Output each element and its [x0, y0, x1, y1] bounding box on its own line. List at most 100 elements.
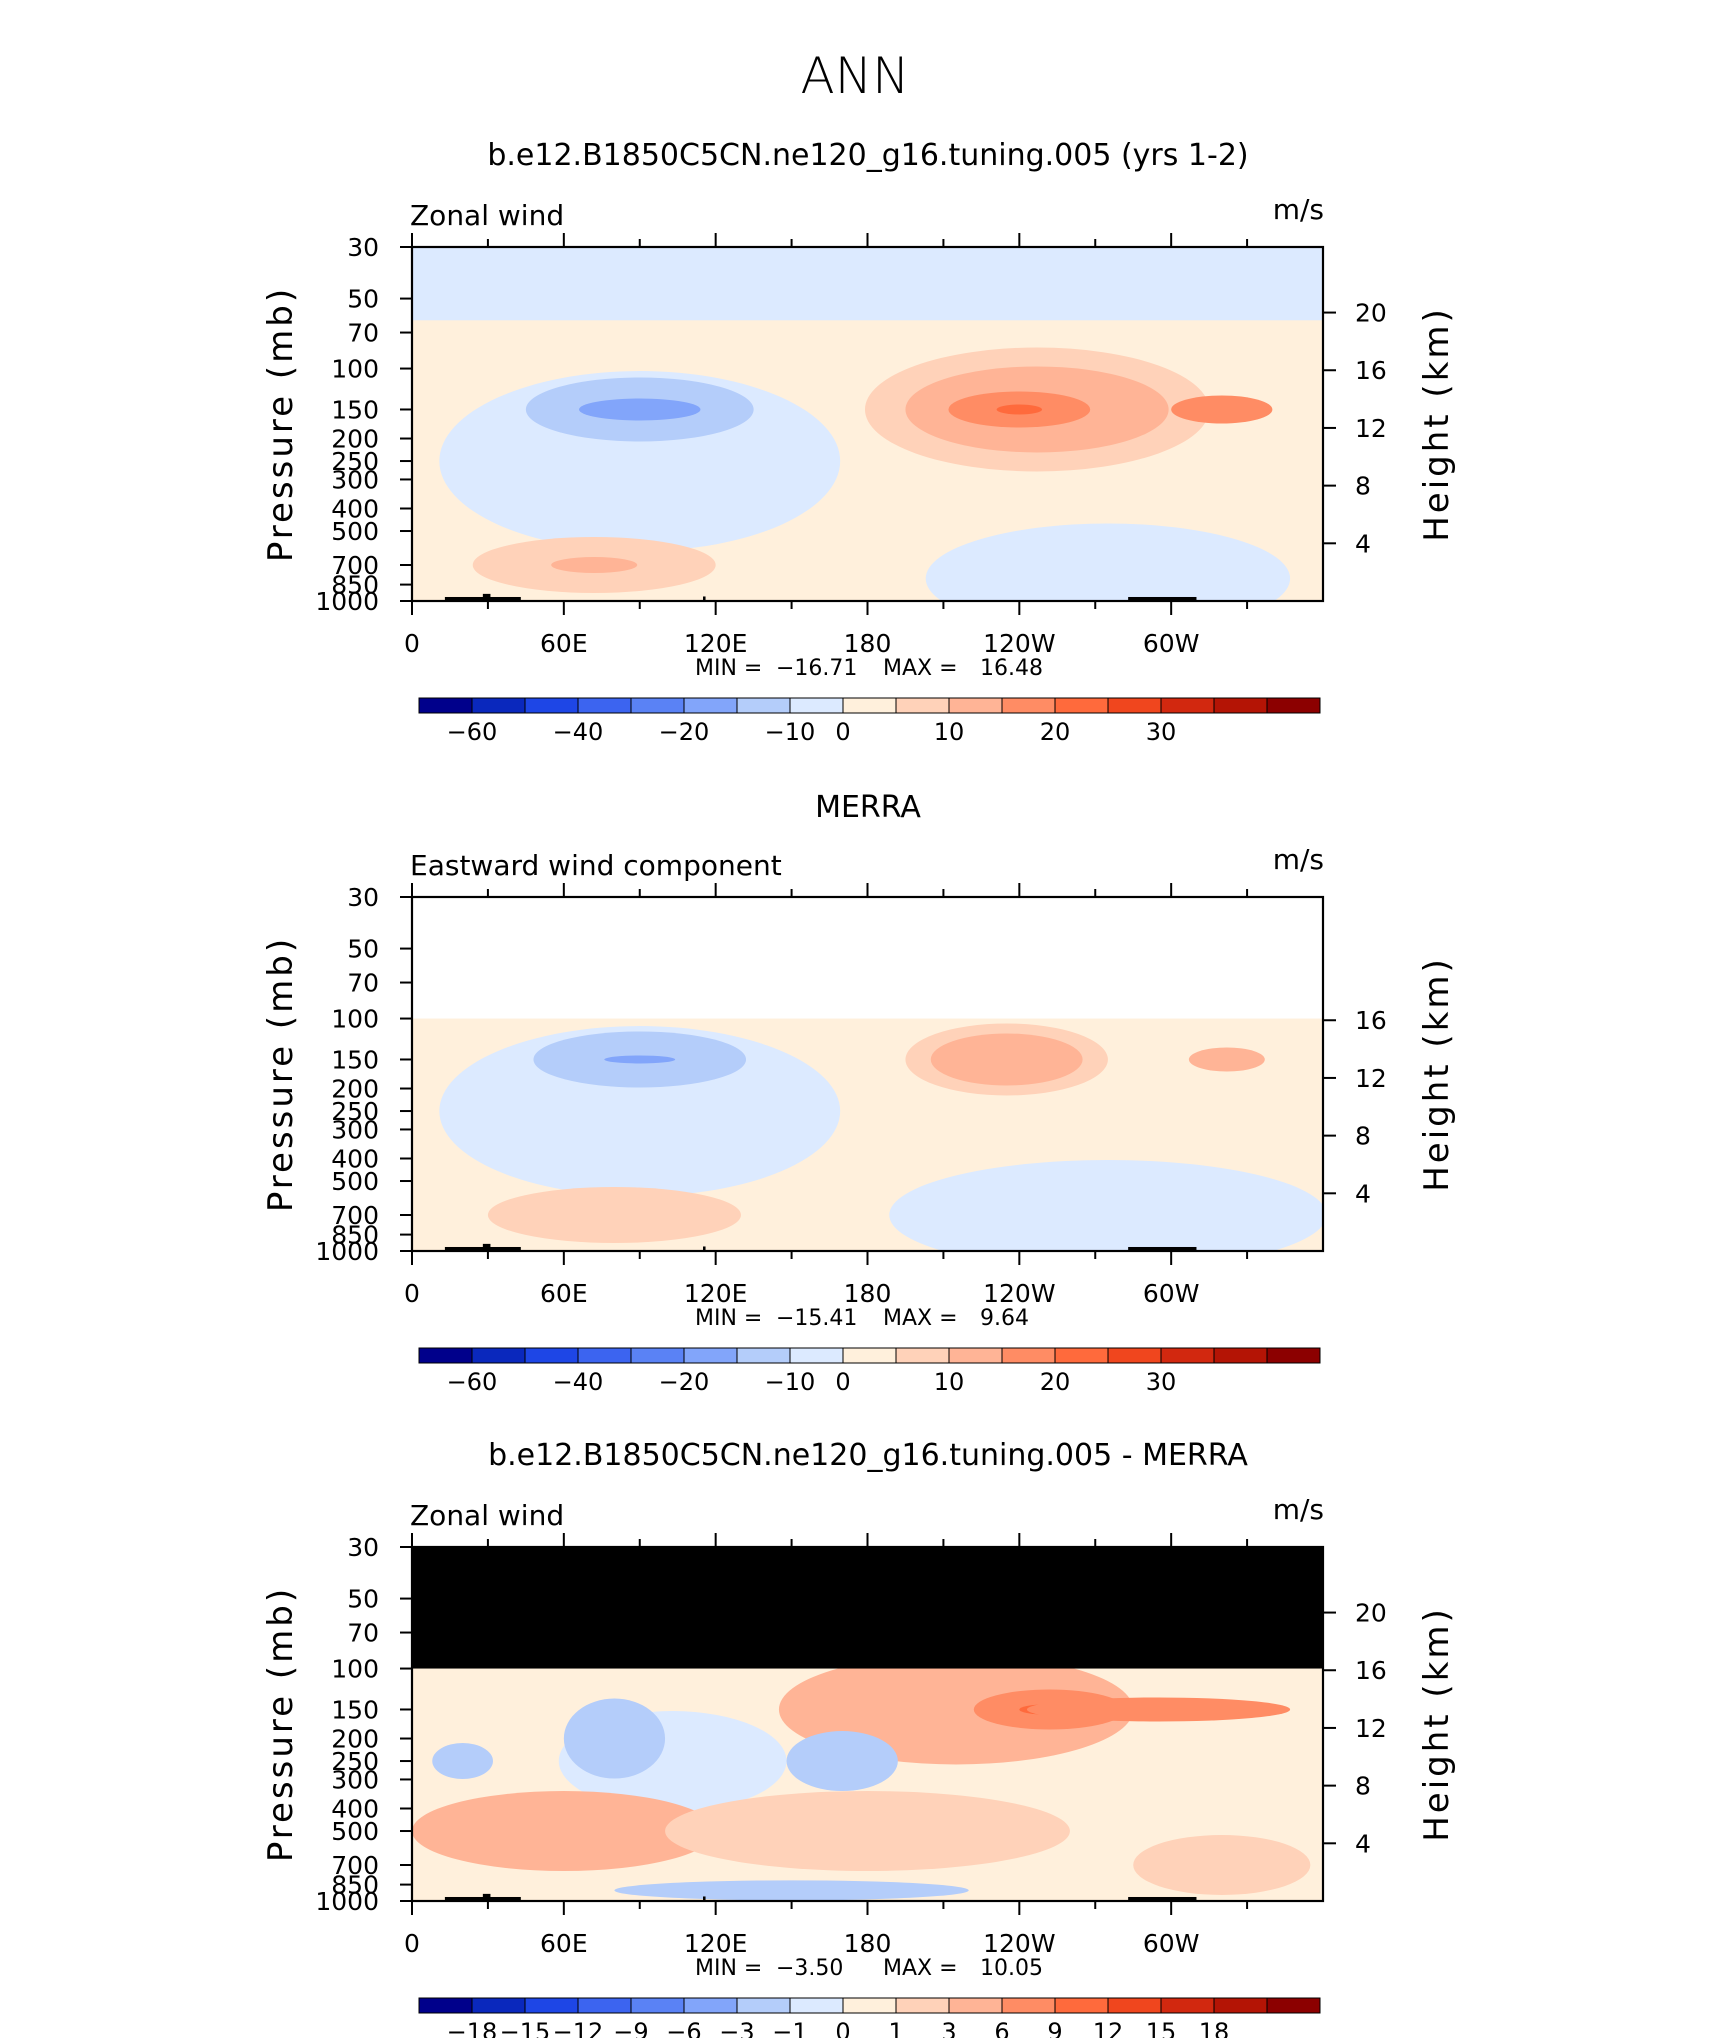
colorbar-label: −60	[447, 1368, 498, 1396]
pressure-tick-label: 70	[347, 319, 379, 348]
height-axis-label: Height (km)	[1417, 956, 1457, 1192]
pressure-tick-label: 100	[331, 1655, 379, 1684]
pressure-tick-label: 500	[331, 517, 379, 546]
colorbar-swatch	[948, 697, 1003, 714]
height-tick-label: 8	[1355, 472, 1371, 501]
colorbar-label: 10	[934, 718, 965, 746]
pressure-tick-label: 300	[331, 465, 379, 494]
colorbar-label: 0	[835, 2018, 850, 2038]
height-tick-label: 20	[1355, 299, 1387, 328]
topography	[703, 1246, 706, 1251]
colorbar-swatch	[1160, 1997, 1215, 2014]
colorbar-swatch	[577, 1347, 632, 1364]
missing-data	[412, 1547, 1323, 1669]
colorbar-label: −6	[666, 2018, 701, 2038]
colorbar-swatch	[789, 1997, 844, 2014]
panel-3: b.e12.B1850C5CN.ne120_g16.tuning.005 - M…	[261, 1438, 1457, 2038]
colorbar-swatch	[1213, 1347, 1268, 1364]
colorbar-label: 1	[888, 2018, 903, 2038]
colorbar-swatch	[736, 1347, 791, 1364]
lon-tick-label: 180	[844, 1929, 892, 1958]
page-title: ANN	[800, 47, 909, 105]
colorbar-swatch	[948, 1997, 1003, 2014]
lon-tick-label: 0	[404, 1279, 420, 1308]
pressure-tick-label: 70	[347, 1619, 379, 1648]
colorbar-swatch	[1054, 697, 1109, 714]
colorbar-swatch	[895, 1347, 950, 1364]
contour-band	[925, 523, 1291, 601]
pressure-tick-label: 850	[331, 1221, 379, 1250]
colorbar-label: −18	[447, 2018, 498, 2038]
colorbar-swatch	[1160, 1347, 1215, 1364]
units-label: m/s	[1273, 843, 1324, 876]
panel-title: MERRA	[815, 790, 921, 825]
missing-data	[412, 897, 1323, 1019]
pressure-tick-label: 250	[331, 1097, 379, 1126]
colorbar-swatch	[1213, 697, 1268, 714]
colorbar-label: 15	[1146, 2018, 1177, 2038]
contour-blob	[1171, 395, 1273, 424]
colorbar-label: −1	[772, 2018, 807, 2038]
colorbar-label: 0	[835, 718, 850, 746]
height-tick-label: 16	[1355, 1656, 1387, 1685]
panel-title: b.e12.B1850C5CN.ne120_g16.tuning.005 - M…	[488, 1438, 1248, 1473]
colorbar-swatch	[1001, 697, 1056, 714]
panel-title: b.e12.B1850C5CN.ne120_g16.tuning.005 (yr…	[487, 138, 1248, 173]
topography	[482, 1243, 491, 1251]
max-label: MAX =	[883, 1306, 958, 1331]
contour-field	[412, 897, 1323, 1251]
pressure-tick-label: 50	[347, 935, 379, 964]
pressure-tick-label: 300	[331, 1765, 379, 1794]
pressure-tick-label: 250	[331, 447, 379, 476]
colorbar-label: −9	[613, 2018, 648, 2038]
pressure-tick-label: 400	[331, 494, 379, 523]
colorbar-label: 6	[994, 2018, 1009, 2038]
pressure-tick-label: 700	[331, 551, 379, 580]
colorbar-swatch	[895, 697, 950, 714]
pressure-tick-label: 850	[331, 1871, 379, 1900]
contour-field	[412, 1547, 1323, 1901]
colorbar-swatch	[1107, 697, 1162, 714]
min-label: MIN =	[695, 1956, 762, 1981]
lon-tick-label: 120W	[983, 1929, 1055, 1958]
colorbar-label: −20	[659, 1368, 710, 1396]
colorbar-label: 3	[941, 2018, 956, 2038]
colorbar-swatch	[630, 1997, 685, 2014]
colorbar-label: 0	[835, 1368, 850, 1396]
lon-tick-label: 60W	[1143, 629, 1200, 658]
colorbar-swatch	[630, 697, 685, 714]
pressure-tick-label: 30	[347, 883, 379, 912]
contour-blob	[996, 404, 1043, 415]
pressure-tick-label: 100	[331, 355, 379, 384]
colorbar-swatch	[471, 1347, 526, 1364]
colorbar-label: 30	[1146, 1368, 1177, 1396]
height-tick-label: 8	[1355, 1122, 1371, 1151]
variable-label: Zonal wind	[410, 1499, 564, 1532]
colorbar-swatch	[1054, 1997, 1109, 2014]
contour-field	[412, 247, 1323, 601]
lon-tick-label: 180	[844, 1279, 892, 1308]
pressure-tick-label: 100	[331, 1005, 379, 1034]
colorbar-swatch	[1213, 1997, 1268, 2014]
pressure-tick-label: 700	[331, 1851, 379, 1880]
colorbar-label: −40	[553, 718, 604, 746]
lon-tick-label: 0	[404, 1929, 420, 1958]
colorbar-swatch	[471, 1997, 526, 2014]
colorbar-swatch	[1266, 697, 1321, 714]
units-label: m/s	[1273, 1493, 1324, 1526]
colorbar-swatch	[524, 1997, 579, 2014]
colorbar-swatch	[683, 697, 738, 714]
colorbar-label: −15	[500, 2018, 551, 2038]
colorbar-swatch	[683, 1347, 738, 1364]
colorbar-swatch	[418, 1347, 473, 1364]
colorbar-swatch	[524, 697, 579, 714]
pressure-tick-label: 50	[347, 1585, 379, 1614]
colorbar-label: 30	[1146, 718, 1177, 746]
colorbar-label: 12	[1093, 2018, 1124, 2038]
topography	[703, 1896, 706, 1901]
pressure-tick-label: 30	[347, 233, 379, 262]
pressure-tick-label: 200	[331, 425, 379, 454]
contour-blob	[432, 1743, 493, 1780]
contour-blob	[579, 398, 701, 421]
